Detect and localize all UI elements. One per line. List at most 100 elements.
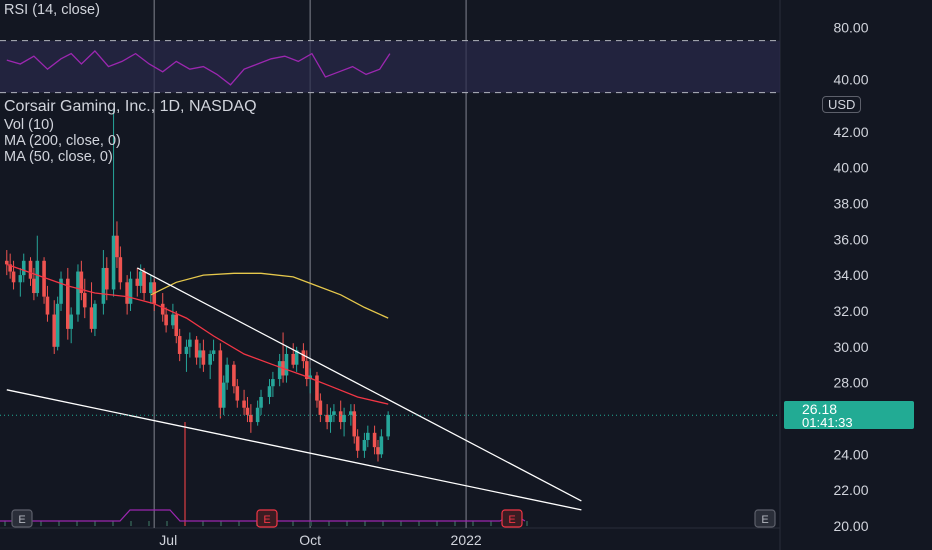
candle-body[interactable] bbox=[93, 303, 97, 329]
candle-body[interactable] bbox=[52, 314, 57, 347]
candle-body[interactable] bbox=[245, 407, 250, 415]
earnings-marker[interactable] bbox=[754, 509, 776, 528]
candle-body[interactable] bbox=[35, 260, 40, 294]
candle-body[interactable] bbox=[355, 436, 360, 451]
candle-body[interactable] bbox=[294, 350, 299, 365]
price-tick-label: 40.00 bbox=[833, 160, 868, 176]
resistance-trendline[interactable] bbox=[136, 267, 582, 502]
earnings-marker[interactable] bbox=[11, 509, 33, 528]
rsi-pane[interactable] bbox=[0, 40, 780, 94]
earnings-marker[interactable] bbox=[501, 509, 523, 528]
candle-body[interactable] bbox=[42, 260, 46, 297]
candle-body[interactable] bbox=[267, 386, 272, 397]
candle-body[interactable] bbox=[304, 361, 309, 380]
earnings-marker[interactable] bbox=[256, 509, 278, 528]
indicator-ma200[interactable]: MA (200, close, 0) bbox=[4, 133, 121, 149]
candle-body[interactable] bbox=[101, 267, 106, 304]
volume-bar bbox=[112, 521, 114, 526]
candle-body[interactable] bbox=[28, 260, 33, 279]
candle-body[interactable] bbox=[291, 353, 296, 365]
ma200-line[interactable] bbox=[150, 272, 389, 319]
candle-body[interactable] bbox=[82, 293, 87, 308]
candle-body[interactable] bbox=[255, 407, 260, 423]
candle-body[interactable] bbox=[259, 396, 263, 408]
candle-body[interactable] bbox=[221, 382, 226, 408]
candle-body[interactable] bbox=[328, 414, 333, 423]
candle-body[interactable] bbox=[376, 447, 380, 455]
volume-bar bbox=[4, 521, 6, 526]
currency-button[interactable]: USD bbox=[822, 96, 862, 113]
indicator-volume[interactable]: Vol (10) bbox=[4, 117, 54, 133]
candle-body[interactable] bbox=[164, 314, 168, 326]
candle-body[interactable] bbox=[332, 411, 336, 415]
indicator-ma50[interactable]: MA (50, close, 0) bbox=[4, 149, 113, 165]
candle-body[interactable] bbox=[372, 432, 377, 448]
candle-body[interactable] bbox=[225, 364, 229, 383]
candles-layer[interactable] bbox=[4, 110, 390, 462]
candle-body[interactable] bbox=[111, 235, 116, 290]
candle-body[interactable] bbox=[89, 307, 94, 329]
candle-body[interactable] bbox=[55, 303, 60, 347]
candle-body[interactable] bbox=[315, 375, 319, 401]
candle-body[interactable] bbox=[218, 350, 223, 408]
candle-body[interactable] bbox=[128, 278, 133, 304]
candle-body[interactable] bbox=[8, 264, 12, 272]
candle-body[interactable] bbox=[59, 278, 63, 304]
candle-body[interactable] bbox=[160, 303, 165, 315]
candle-body[interactable] bbox=[11, 271, 16, 283]
candle-body[interactable] bbox=[188, 339, 192, 347]
candle-body[interactable] bbox=[325, 414, 329, 423]
candle-body[interactable] bbox=[32, 278, 36, 294]
candle-body[interactable] bbox=[242, 400, 246, 408]
candle-body[interactable] bbox=[271, 379, 275, 387]
candle-body[interactable] bbox=[118, 257, 123, 283]
candle-body[interactable] bbox=[104, 267, 109, 290]
rsi-line[interactable] bbox=[6, 50, 391, 86]
candle-body[interactable] bbox=[198, 350, 202, 358]
candle-body[interactable] bbox=[171, 314, 175, 326]
rsi-title[interactable]: RSI (14, close) bbox=[4, 2, 100, 18]
candle-body[interactable] bbox=[135, 278, 140, 286]
candle-body[interactable] bbox=[249, 414, 253, 423]
candle-body[interactable] bbox=[76, 271, 80, 315]
candle-body[interactable] bbox=[115, 235, 119, 258]
candle-body[interactable] bbox=[232, 364, 236, 387]
candle-body[interactable] bbox=[342, 414, 346, 423]
candle-body[interactable] bbox=[352, 411, 357, 437]
candle-body[interactable] bbox=[277, 361, 282, 380]
candle-body[interactable] bbox=[235, 386, 240, 401]
candle-body[interactable] bbox=[66, 278, 70, 329]
candle-body[interactable] bbox=[379, 436, 384, 455]
candle-body[interactable] bbox=[194, 339, 199, 358]
candle-body[interactable] bbox=[284, 353, 289, 376]
candle-body[interactable] bbox=[338, 411, 343, 423]
candle-body[interactable] bbox=[366, 432, 370, 440]
candle-body[interactable] bbox=[386, 414, 390, 437]
candle-body[interactable] bbox=[125, 282, 129, 304]
candle-body[interactable] bbox=[177, 336, 182, 354]
candle-body[interactable] bbox=[208, 353, 212, 365]
candle-body[interactable] bbox=[201, 350, 206, 365]
candle-body[interactable] bbox=[174, 314, 179, 337]
candle-body[interactable] bbox=[79, 271, 84, 294]
candle-body[interactable] bbox=[142, 271, 146, 294]
trendlines[interactable] bbox=[6, 267, 582, 511]
candle-body[interactable] bbox=[184, 346, 189, 354]
candle-body[interactable] bbox=[349, 411, 353, 415]
candle-body[interactable] bbox=[69, 314, 73, 329]
candle-body[interactable] bbox=[318, 400, 323, 415]
symbol-header[interactable]: Corsair Gaming, Inc., 1D, NASDAQ bbox=[4, 98, 257, 115]
candle-body[interactable] bbox=[308, 375, 312, 380]
candle-body[interactable] bbox=[45, 296, 50, 315]
candle-body[interactable] bbox=[4, 260, 9, 265]
candle-body[interactable] bbox=[362, 439, 367, 451]
candle-body[interactable] bbox=[18, 275, 23, 283]
candle-body[interactable] bbox=[21, 260, 26, 276]
candle-body[interactable] bbox=[138, 271, 143, 286]
candle-body[interactable] bbox=[149, 282, 153, 294]
support-trendline[interactable] bbox=[6, 389, 582, 511]
candle-body[interactable] bbox=[211, 350, 216, 354]
ma50-line[interactable] bbox=[6, 263, 389, 405]
